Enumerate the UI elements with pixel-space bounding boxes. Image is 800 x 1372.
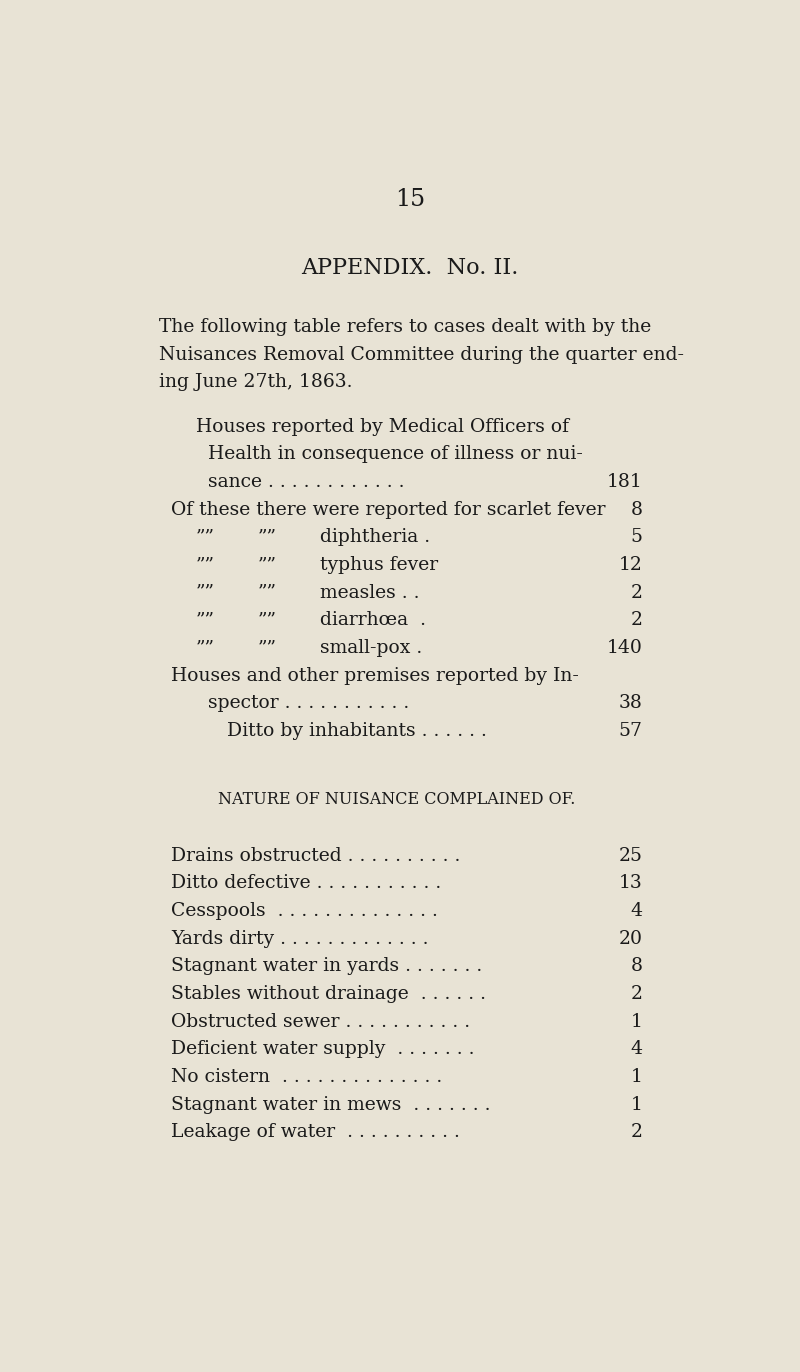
Text: Deficient water supply  . . . . . . .: Deficient water supply . . . . . . .: [171, 1040, 475, 1058]
Text: Ditto by inhabitants . . . . . .: Ditto by inhabitants . . . . . .: [227, 722, 487, 740]
Text: 20: 20: [618, 930, 642, 948]
Text: Leakage of water  . . . . . . . . . .: Leakage of water . . . . . . . . . .: [171, 1124, 460, 1142]
Text: diphtheria .: diphtheria .: [320, 528, 430, 546]
Text: ””: ””: [258, 528, 277, 546]
Text: Stagnant water in yards . . . . . . .: Stagnant water in yards . . . . . . .: [171, 958, 482, 975]
Text: 12: 12: [618, 556, 642, 573]
Text: 2: 2: [630, 1124, 642, 1142]
Text: Stables without drainage  . . . . . .: Stables without drainage . . . . . .: [171, 985, 486, 1003]
Text: typhus fever: typhus fever: [320, 556, 438, 573]
Text: 1: 1: [630, 1096, 642, 1114]
Text: No cistern  . . . . . . . . . . . . . .: No cistern . . . . . . . . . . . . . .: [171, 1067, 442, 1087]
Text: ””: ””: [196, 556, 215, 573]
Text: 8: 8: [630, 958, 642, 975]
Text: Ditto defective . . . . . . . . . . .: Ditto defective . . . . . . . . . . .: [171, 874, 442, 892]
Text: 2: 2: [630, 985, 642, 1003]
Text: diarrhœa  .: diarrhœa .: [320, 612, 426, 630]
Text: ””: ””: [196, 583, 215, 602]
Text: 1: 1: [630, 1067, 642, 1087]
Text: ””: ””: [196, 639, 215, 657]
Text: measles . .: measles . .: [320, 583, 420, 602]
Text: Cesspools  . . . . . . . . . . . . . .: Cesspools . . . . . . . . . . . . . .: [171, 901, 438, 921]
Text: 4: 4: [630, 1040, 642, 1058]
Text: ””: ””: [258, 556, 277, 573]
Text: 25: 25: [618, 847, 642, 864]
Text: Houses reported by Medical Officers of: Houses reported by Medical Officers of: [196, 417, 569, 436]
Text: 57: 57: [618, 722, 642, 740]
Text: ””: ””: [196, 612, 215, 630]
Text: ””: ””: [258, 612, 277, 630]
Text: Nuisances Removal Committee during the quarter end-: Nuisances Removal Committee during the q…: [159, 346, 684, 364]
Text: NATURE OF NUISANCE COMPLAINED OF.: NATURE OF NUISANCE COMPLAINED OF.: [218, 792, 575, 808]
Text: Health in consequence of illness or nui-: Health in consequence of illness or nui-: [209, 446, 583, 464]
Text: Obstructed sewer . . . . . . . . . . .: Obstructed sewer . . . . . . . . . . .: [171, 1013, 470, 1030]
Text: ””: ””: [258, 639, 277, 657]
Text: 1: 1: [630, 1013, 642, 1030]
Text: The following table refers to cases dealt with by the: The following table refers to cases deal…: [159, 318, 651, 336]
Text: 8: 8: [630, 501, 642, 519]
Text: 4: 4: [630, 901, 642, 921]
Text: 2: 2: [630, 612, 642, 630]
Text: Of these there were reported for scarlet fever: Of these there were reported for scarlet…: [171, 501, 606, 519]
Text: 15: 15: [395, 188, 425, 211]
Text: small-pox .: small-pox .: [320, 639, 422, 657]
Text: Yards dirty . . . . . . . . . . . . .: Yards dirty . . . . . . . . . . . . .: [171, 930, 429, 948]
Text: Houses and other premises reported by In-: Houses and other premises reported by In…: [171, 667, 579, 685]
Text: 5: 5: [630, 528, 642, 546]
Text: 140: 140: [606, 639, 642, 657]
Text: 2: 2: [630, 583, 642, 602]
Text: Drains obstructed . . . . . . . . . .: Drains obstructed . . . . . . . . . .: [171, 847, 461, 864]
Text: 38: 38: [618, 694, 642, 712]
Text: ing June 27th, 1863.: ing June 27th, 1863.: [159, 373, 352, 391]
Text: sance . . . . . . . . . . . .: sance . . . . . . . . . . . .: [209, 473, 405, 491]
Text: 181: 181: [606, 473, 642, 491]
Text: Stagnant water in mews  . . . . . . .: Stagnant water in mews . . . . . . .: [171, 1096, 491, 1114]
Text: 13: 13: [618, 874, 642, 892]
Text: APPENDIX.  No. II.: APPENDIX. No. II.: [302, 257, 518, 279]
Text: ””: ””: [258, 583, 277, 602]
Text: spector . . . . . . . . . . .: spector . . . . . . . . . . .: [209, 694, 410, 712]
Text: ””: ””: [196, 528, 215, 546]
